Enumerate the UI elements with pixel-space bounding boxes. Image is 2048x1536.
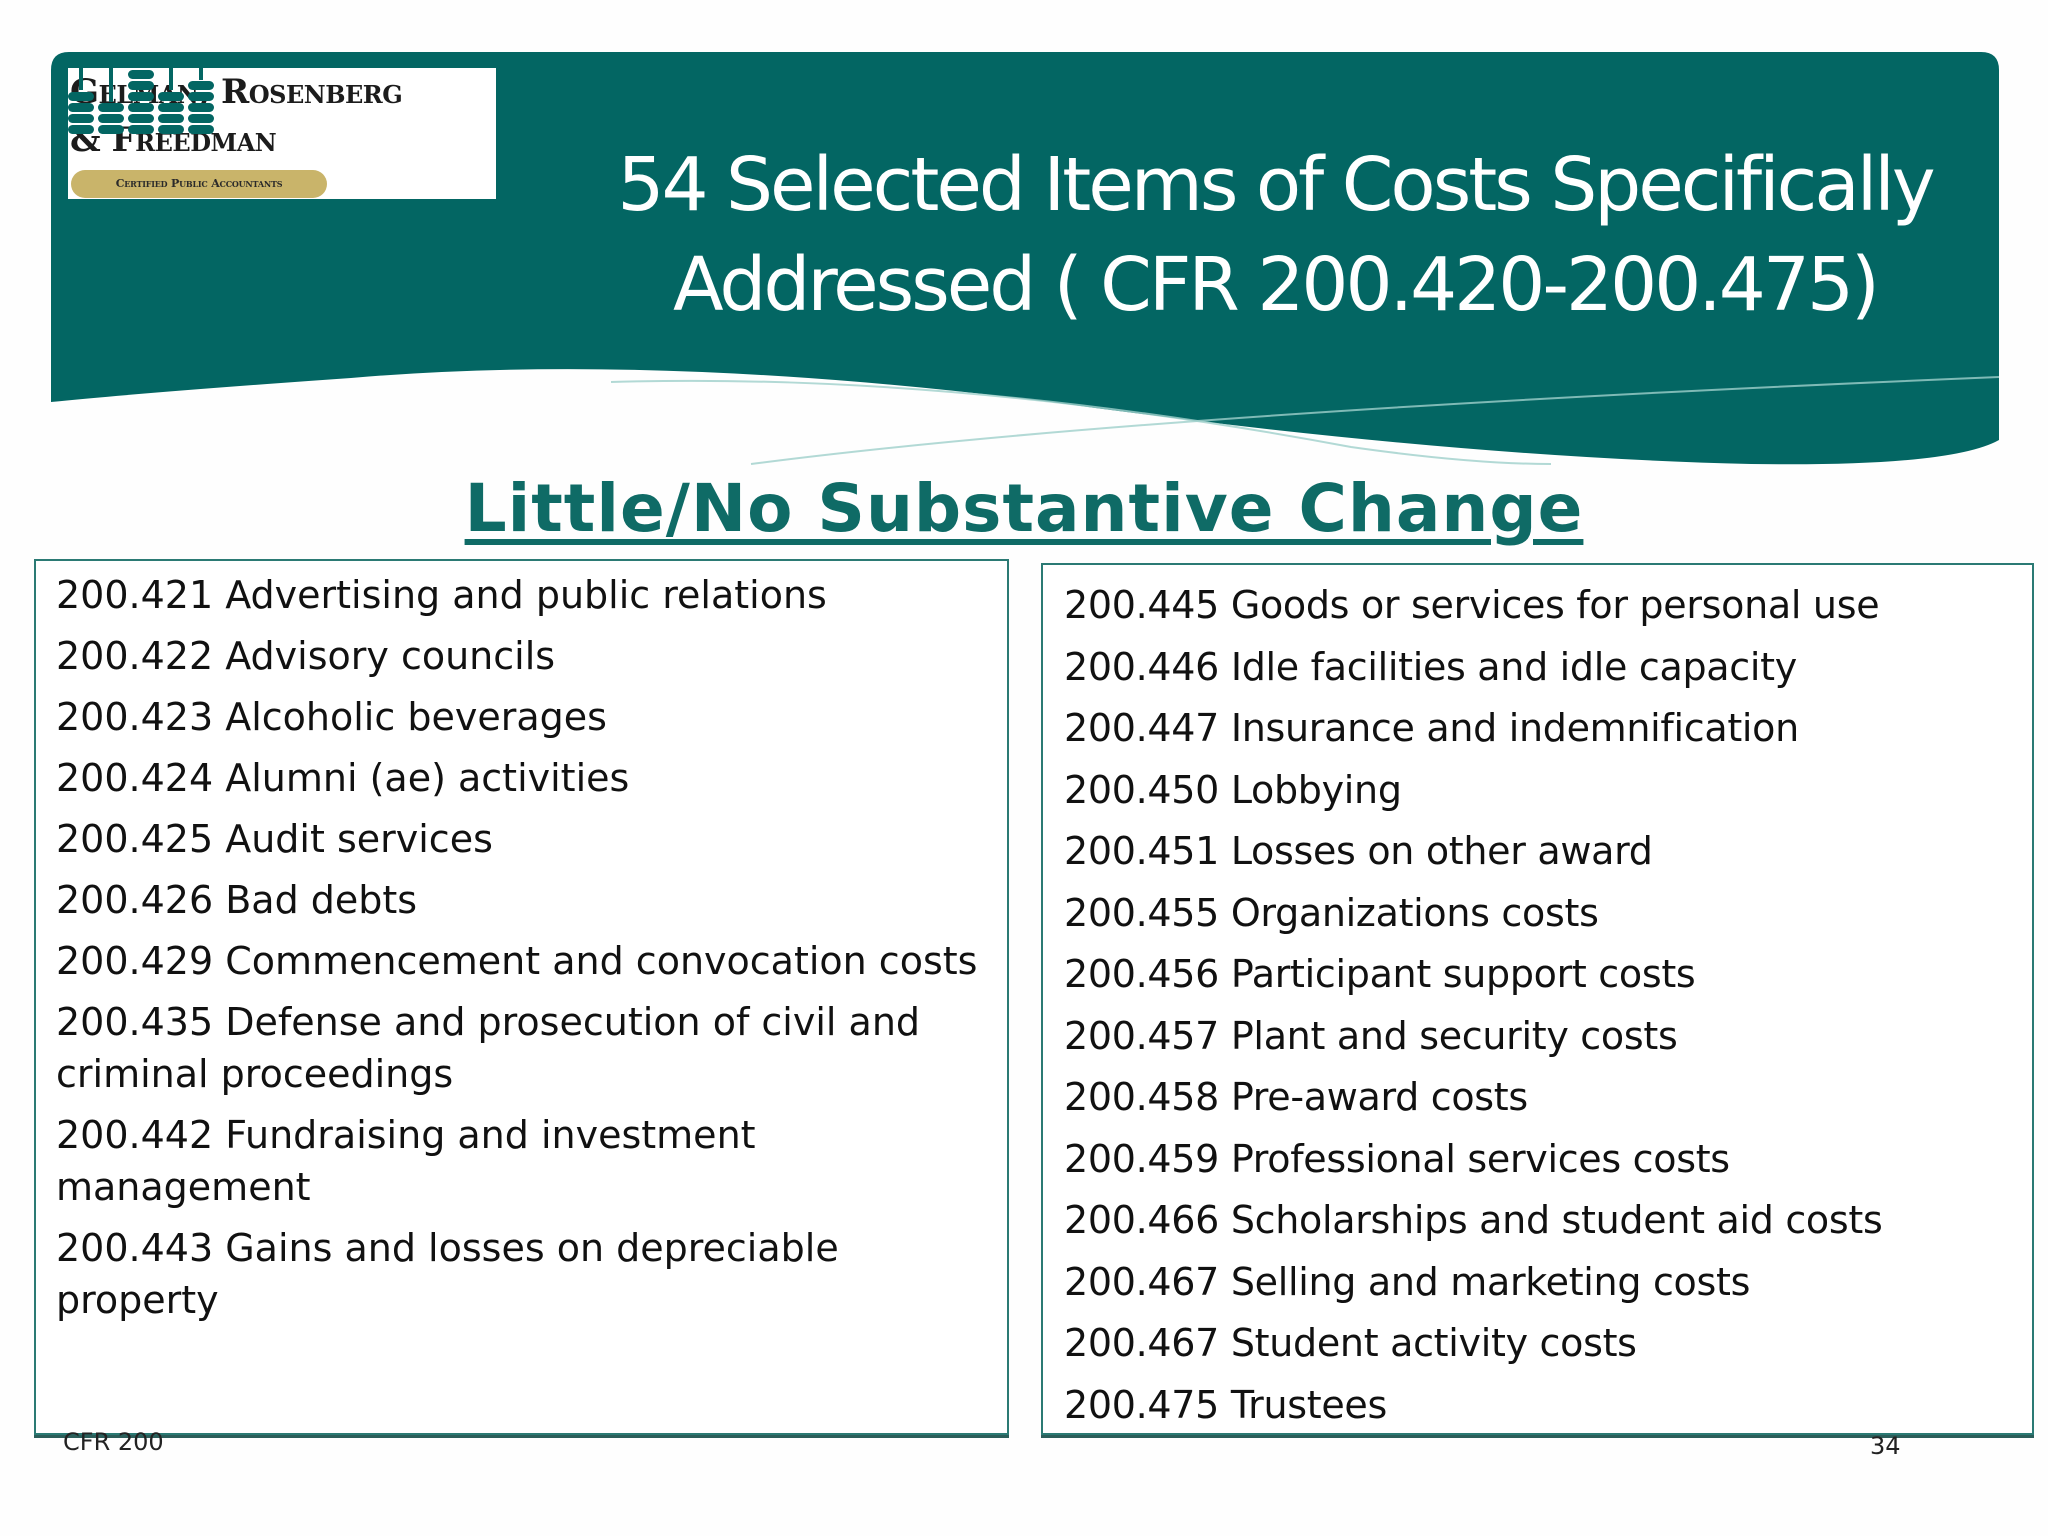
section-heading: Little/No Substantive Change — [0, 470, 2048, 547]
logo-line1: Gelman, Rosenberg — [70, 72, 403, 112]
list-item: 200.421 Advertising and public relations — [56, 573, 827, 617]
list-item: 200.425 Audit services — [56, 817, 493, 861]
list-item: 200.446 Idle facilities and idle capacit… — [1064, 644, 1797, 689]
list-item: 200.422 Advisory councils — [56, 634, 556, 678]
list-item: 200.426 Bad debts — [56, 878, 418, 922]
left-items-box: 200.421 Advertising and public relations… — [34, 559, 1009, 1435]
list-item: 200.423 Alcoholic beverages — [56, 695, 607, 739]
abacus-icon — [68, 68, 214, 134]
list-item: 200.459 Professional services costs — [1064, 1136, 1730, 1181]
logo-tagline-pill: Certified Public Accountants — [71, 170, 327, 198]
section-heading-text: Little/No Substantive Change — [464, 470, 1584, 547]
list-item: 200.467 Selling and marketing costs — [1064, 1259, 1751, 1304]
title-banner: Gelman, Rosenberg & Freedman Certified P… — [51, 52, 1999, 472]
list-item: 200.456 Participant support costs — [1064, 952, 1696, 996]
footer-label: CFR 200 — [63, 1428, 164, 1456]
list-item: 200.475 Trustees — [1064, 1382, 1388, 1427]
list-item: 200.443 Gains and losses on depreciable … — [56, 1226, 839, 1322]
company-logo: Gelman, Rosenberg & Freedman Certified P… — [68, 68, 496, 199]
banner-wave-shape — [51, 52, 1999, 465]
list-item: 200.466 Scholarships and student aid cos… — [1064, 1198, 1883, 1242]
list-item: 200.455 Organizations costs — [1064, 890, 1599, 935]
list-item: 200.451 Losses on other award — [1064, 829, 1653, 873]
slide-title-line1: 54 Selected Items of Costs Specifically — [617, 142, 1935, 228]
right-items-list: 200.445 Goods or services for personal u… — [1064, 579, 2026, 1440]
list-item: 200.429 Commencement and convocation cos… — [56, 939, 978, 983]
list-item: 200.435 Defense and prosecution of civil… — [56, 1000, 921, 1096]
page-number: 34 — [1870, 1432, 1901, 1460]
list-item: 200.450 Lobbying — [1064, 767, 1402, 812]
right-items-box: 200.445 Goods or services for personal u… — [1041, 563, 2034, 1435]
slide-title-line2: Addressed ( CFR 200.420-200.475) — [673, 242, 1880, 328]
slide-title: 54 Selected Items of Costs Specifically … — [600, 135, 1950, 335]
list-item: 200.457 Plant and security costs — [1064, 1013, 1678, 1058]
list-item: 200.424 Alumni (ae) activities — [56, 756, 630, 800]
logo-tagline: Certified Public Accountants — [115, 177, 283, 190]
list-item: 200.467 Student activity costs — [1064, 1321, 1637, 1365]
left-items-list: 200.421 Advertising and public relations… — [56, 569, 993, 1335]
list-item: 200.447 Insurance and indemnification — [1064, 706, 1799, 750]
list-item: 200.445 Goods or services for personal u… — [1064, 583, 1880, 627]
list-item: 200.442 Fundraising and investment manag… — [56, 1113, 756, 1209]
list-item: 200.458 Pre-award costs — [1064, 1075, 1528, 1119]
